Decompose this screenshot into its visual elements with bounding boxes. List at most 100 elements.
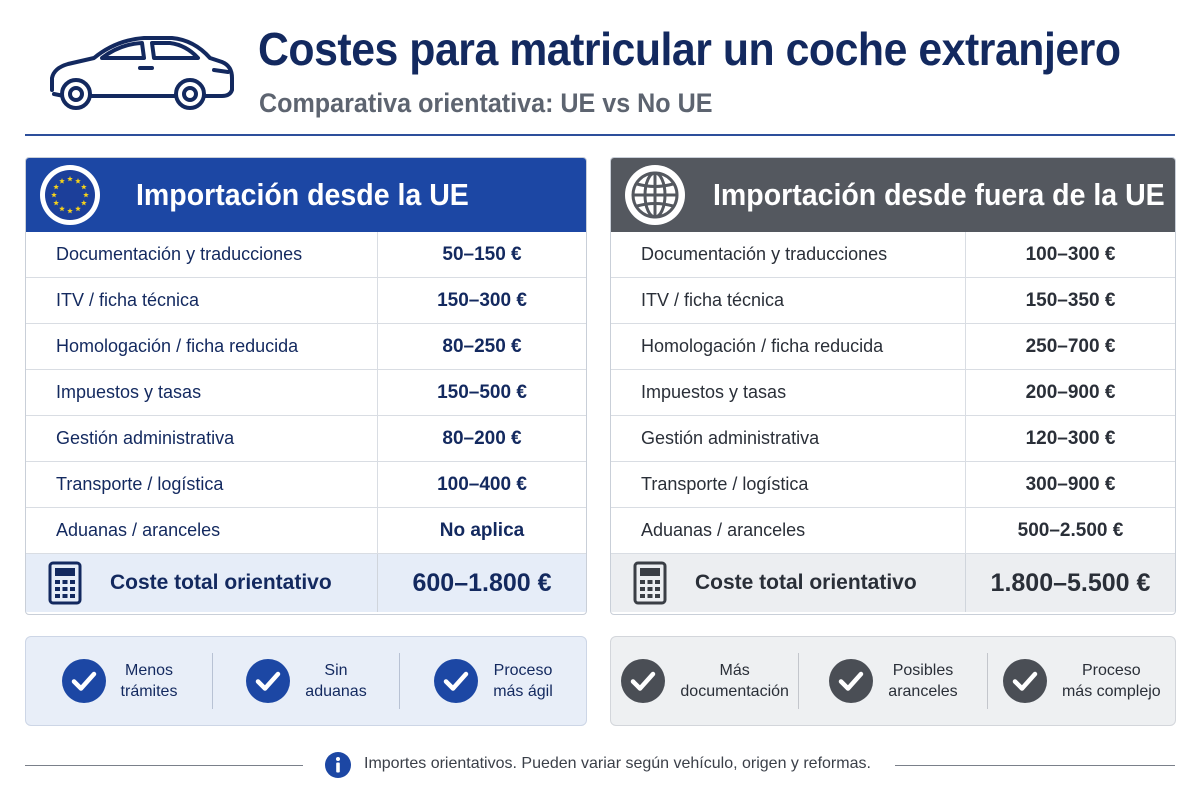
table-row: ITV / ficha técnica 150–300 € (26, 278, 586, 324)
benefit-line: trámites (120, 683, 178, 700)
table-row: Transporte / logística 300–900 € (611, 462, 1175, 508)
benefit-line: Sin (324, 662, 348, 679)
table-row: Gestión administrativa 80–200 € (26, 416, 586, 462)
table-row: Impuestos y tasas 200–900 € (611, 370, 1175, 416)
eu-star (75, 178, 81, 184)
benefit-line: aranceles (888, 683, 958, 700)
page-title: Costes para matricular un coche extranje… (258, 23, 1121, 75)
eu-star (75, 205, 81, 212)
table-row: ITV / ficha técnica 150–350 € (611, 278, 1175, 324)
eu-cost-table: Documentación y traducciones 50–150 € ITV… (26, 232, 586, 554)
header-divider (25, 134, 1175, 136)
total-value: 1.800–5.500 € (990, 568, 1151, 597)
cost-label: Aduanas / aranceles (26, 508, 378, 553)
cost-label: Transporte / logística (611, 462, 966, 507)
eu-star (59, 178, 65, 184)
eu-star (67, 208, 73, 214)
eu-star (53, 184, 59, 190)
eu-star (59, 205, 65, 212)
total-label: Coste total orientativo (110, 571, 332, 594)
cost-value: 300–900 € (1025, 473, 1116, 495)
benefit-item: Sin aduanas (212, 653, 399, 709)
benefit-line: aduanas (305, 683, 367, 700)
globe-icon (625, 165, 685, 225)
noneu-cost-panel: Importación desde fuera de la UE Documen… (610, 157, 1176, 615)
header: Costes para matricular un coche extranje… (0, 0, 1200, 136)
eu-star (81, 184, 87, 190)
cost-value: 250–700 € (1025, 335, 1116, 357)
cost-label: Homologación / ficha reducida (611, 324, 966, 369)
cost-value: 150–300 € (437, 289, 527, 311)
eu-star (81, 200, 87, 206)
calculator-icon (633, 561, 667, 605)
eu-benefits-bar: Menos trámites Sin aduanas Proceso más ágil (25, 636, 587, 726)
footer-divider-right (895, 765, 1175, 766)
benefit-item: Menos trámites (26, 653, 212, 709)
eu-panel-title: Importación desde la UE (136, 177, 469, 212)
benefit-item: Proceso más ágil (399, 653, 586, 709)
benefit-item: Posibles aranceles (798, 653, 986, 709)
table-row: Homologación / ficha reducida 80–250 € (26, 324, 586, 370)
cost-value: 150–350 € (1025, 289, 1116, 311)
cost-label: Impuestos y tasas (611, 370, 966, 415)
info-icon (325, 752, 351, 778)
eu-flag-icon (40, 165, 100, 225)
cost-value: 100–400 € (437, 473, 527, 495)
calculator-icon (48, 561, 82, 605)
benefit-line: más complejo (1061, 683, 1161, 700)
eu-panel-header: Importación desde la UE (26, 158, 586, 232)
cost-label: ITV / ficha técnica (611, 278, 966, 323)
eu-star (51, 192, 57, 198)
cost-label: Impuestos y tasas (26, 370, 378, 415)
cost-label: Aduanas / aranceles (611, 508, 966, 553)
eu-cost-panel: Importación desde la UE Documentación y … (25, 157, 587, 615)
benefit-line: Posibles (892, 662, 954, 679)
cost-label: Documentación y traducciones (26, 232, 378, 277)
benefit-line: documentación (680, 683, 789, 700)
noneu-notes-bar: Más documentación Posibles aranceles Proce… (610, 636, 1176, 726)
footnote: Importes orientativos. Pueden variar seg… (364, 755, 871, 772)
noneu-panel-title: Importación desde fuera de la UE (713, 177, 1165, 212)
benefit-item: Proceso más complejo (986, 653, 1175, 709)
check-circle-icon (1002, 659, 1047, 703)
benefit-line: Proceso (493, 662, 553, 679)
noneu-cost-table: Documentación y traducciones 100–300 € IT… (611, 232, 1175, 554)
cost-label: Gestión administrativa (611, 416, 966, 461)
eu-total-row: Coste total orientativo 600–1.800 € (26, 554, 586, 612)
check-circle-icon (61, 659, 106, 703)
benefit-item: Más documentación (611, 653, 798, 709)
cost-value: 500–2.500 € (1017, 519, 1124, 541)
noneu-total-row: Coste total orientativo 1.800–5.500 € (611, 554, 1175, 612)
cost-value: 150–500 € (437, 381, 527, 403)
check-circle-icon (621, 659, 666, 703)
cost-value: No aplica (439, 519, 525, 541)
cost-label: ITV / ficha técnica (26, 278, 378, 323)
benefit-line: más ágil (493, 683, 553, 700)
cost-label: Gestión administrativa (26, 416, 378, 461)
page-subtitle: Comparativa orientativa: UE vs No UE (259, 88, 713, 118)
table-row: Documentación y traducciones 50–150 € (26, 232, 586, 278)
car-icon (50, 36, 234, 110)
eu-star (67, 176, 73, 182)
cost-label: Homologación / ficha reducida (26, 324, 378, 369)
cost-value: 80–250 € (442, 335, 522, 357)
footer-divider-left (25, 765, 303, 766)
cost-value: 200–900 € (1025, 381, 1116, 403)
cost-label: Transporte / logística (26, 462, 378, 507)
benefit-line: Proceso (1081, 662, 1141, 679)
table-row: Gestión administrativa 120–300 € (611, 416, 1175, 462)
total-label: Coste total orientativo (695, 571, 917, 594)
benefit-line: Más (719, 662, 750, 679)
check-circle-icon (434, 659, 479, 703)
cost-value: 120–300 € (1025, 427, 1116, 449)
noneu-panel-header: Importación desde fuera de la UE (611, 158, 1175, 232)
cost-label: Documentación y traducciones (611, 232, 966, 277)
check-circle-icon (829, 659, 874, 703)
table-row: Impuestos y tasas 150–500 € (26, 370, 586, 416)
benefit-line: Menos (124, 662, 174, 679)
cost-value: 50–150 € (442, 243, 522, 265)
table-row: Aduanas / aranceles 500–2.500 € (611, 508, 1175, 554)
eu-star (83, 192, 89, 198)
check-circle-icon (246, 659, 291, 703)
eu-star (53, 200, 59, 206)
